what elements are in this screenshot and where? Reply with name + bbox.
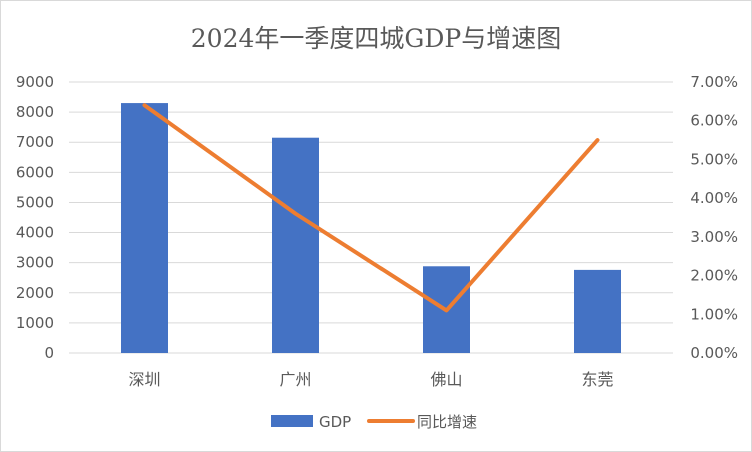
y-right-tick-label: 0.00% [690,344,738,362]
gridlines [69,81,673,354]
y-left-tick-label: 4000 [16,224,54,242]
y-right-tick-label: 4.00% [690,189,738,207]
x-axis-categories: 深圳 广州 佛山 东莞 [128,370,613,389]
legend-label-gdp: GDP [319,413,351,431]
y-right-tick-label: 5.00% [690,150,738,168]
y-right-tick-label: 6.00% [690,112,738,130]
y-right-tick-label: 1.00% [690,305,738,323]
chart-title: 2024年一季度四城GDP与增速图 [191,24,561,53]
y-axis-right: 0.00% 1.00% 2.00% 3.00% 4.00% 5.00% 6.00% 7.00% [690,73,738,362]
y-left-tick-label: 5000 [16,193,54,211]
x-category-label: 广州 [279,370,311,389]
legend-label-growth: 同比增速 [417,413,477,431]
y-left-tick-label: 1000 [16,314,54,332]
growth-line [142,103,600,313]
y-right-tick-label: 7.00% [690,73,738,91]
y-left-tick-label: 6000 [16,163,54,181]
y-left-tick-label: 9000 [16,73,54,91]
y-left-tick-label: 3000 [16,254,54,272]
bar-深圳 [121,103,168,353]
y-left-tick-label: 2000 [16,284,54,302]
legend-swatch-gdp [271,415,313,427]
line-series [142,103,600,313]
y-left-tick-label: 8000 [16,103,54,121]
y-left-tick-label: 7000 [16,133,54,151]
bar-东莞 [574,269,621,353]
y-left-tick-label: 0 [44,344,54,362]
x-category-label: 佛山 [430,370,462,389]
y-right-tick-label: 3.00% [690,228,738,246]
y-right-tick-label: 2.00% [690,267,738,285]
bar-广州 [272,137,319,353]
legend: GDP 同比增速 [271,413,477,431]
y-axis-left: 0 1000 2000 3000 4000 5000 6000 7000 8000 9000 [16,73,54,362]
x-category-label: 深圳 [128,370,160,389]
x-category-label: 东莞 [581,370,613,389]
